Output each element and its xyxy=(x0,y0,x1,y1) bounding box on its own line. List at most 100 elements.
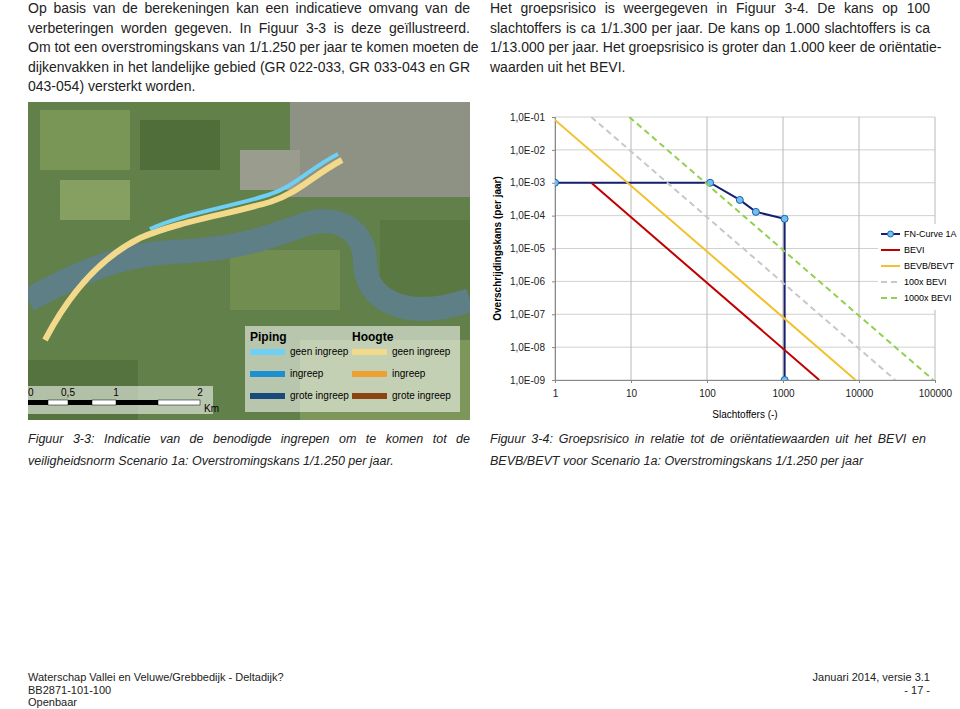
legend-line xyxy=(881,297,900,299)
legend-label: grote ingreep xyxy=(392,390,451,401)
caption-line: BEVB/BEVT voor Scenario 1a: Overstroming… xyxy=(490,454,926,468)
series-marker xyxy=(752,208,759,215)
paragraph-line: 1/13.000 per jaar. Het groepsrisico is g… xyxy=(490,39,930,55)
grid-line xyxy=(555,149,935,150)
series-marker xyxy=(736,196,743,203)
paragraph-line: verbeteringen worden gegeven. In Figuur … xyxy=(28,20,470,36)
paragraph-line: waarden uit het BEVI. xyxy=(490,59,930,75)
legend-swatch xyxy=(352,371,387,377)
footer-text: BB2871-101-100 xyxy=(28,684,111,696)
y-axis-title: Overschrijdingskans (per jaar) xyxy=(492,176,503,321)
series-line xyxy=(591,183,819,380)
x-tick-mark xyxy=(631,380,632,383)
footer-text: - 17 - xyxy=(904,684,930,696)
grid-line xyxy=(859,117,860,380)
legend-line xyxy=(881,281,900,283)
legend-background xyxy=(878,224,958,310)
footer-text: Januari 2014, versie 3.1 xyxy=(813,671,930,683)
y-tick-label: 1,0E-01 xyxy=(510,112,545,123)
paragraph-line: Het groepsrisico is weergegeven in Figuu… xyxy=(490,0,930,16)
series-line xyxy=(555,183,785,380)
scale-label: 1 xyxy=(113,387,119,398)
y-tick-label: 1,0E-06 xyxy=(510,276,545,287)
legend-heading: Hoogte xyxy=(352,330,394,344)
legend-label: 100x BEVI xyxy=(904,277,947,287)
x-tick-mark xyxy=(783,380,784,383)
x-tick-mark xyxy=(707,380,708,383)
y-tick-label: 1,0E-02 xyxy=(510,145,545,156)
y-tick: 1,0E-05 xyxy=(510,243,555,254)
y-tick: 1,0E-08 xyxy=(510,342,555,353)
legend: FN-Curve 1ABEVIBEVB/BEVT100x BEVI1000x B… xyxy=(878,224,958,310)
y-axis: 1,0E-01 1,0E-02 1,0E-03 1,0E-04 1,0E-05 1,0E-… xyxy=(510,112,556,386)
scale-segment xyxy=(48,400,68,405)
y-tick-mark xyxy=(552,347,555,348)
y-tick-mark xyxy=(552,117,555,118)
caption-line: Figuur 3-3: Indicatie van de benodigde i… xyxy=(28,432,470,446)
footer-text: Waterschap Vallei en Veluwe/Grebbedijk -… xyxy=(28,671,284,683)
legend-label: ingreep xyxy=(392,368,426,379)
legend-label: 1000x BEVI xyxy=(904,293,952,303)
x-tick-label: 1000 xyxy=(772,388,795,399)
field xyxy=(230,250,340,310)
paragraph-line: dijkenvakken in het landelijke gebied (G… xyxy=(28,59,470,75)
x-tick: 100000 xyxy=(919,380,953,399)
y-tick: 1,0E-03 xyxy=(510,177,555,188)
legend-line xyxy=(881,249,900,251)
series-marker xyxy=(781,377,788,381)
scale-segment xyxy=(68,400,92,405)
x-axis: 110100100010000100000 xyxy=(553,380,953,399)
map-background xyxy=(28,102,470,420)
grid-line xyxy=(631,117,632,380)
series-marker xyxy=(781,215,788,222)
series-marker xyxy=(555,179,559,186)
y-tick: 1,0E-07 xyxy=(510,309,555,320)
legend-heading: Piping xyxy=(250,330,287,344)
grid-line xyxy=(555,117,935,118)
x-tick: 10 xyxy=(626,380,638,399)
y-tick-label: 1,0E-09 xyxy=(510,375,545,386)
x-tick-label: 10 xyxy=(626,388,638,399)
dike-piping xyxy=(150,154,338,229)
scale-segment xyxy=(28,400,48,405)
x-axis-line xyxy=(556,381,936,384)
y-tick-mark xyxy=(552,216,555,217)
scale-segment xyxy=(158,400,200,405)
legend-label: BEVB/BEVT xyxy=(904,261,955,271)
y-tick-label: 1,0E-08 xyxy=(510,342,545,353)
y-tick: 1,0E-01 xyxy=(510,112,555,123)
field xyxy=(140,120,220,170)
legend-swatch xyxy=(250,393,285,399)
legend-label: ingreep xyxy=(290,368,324,379)
scale-label: 0 xyxy=(28,387,34,398)
x-axis-title: Slachtoffers (-) xyxy=(712,409,777,420)
legend-label: geen ingreep xyxy=(290,346,349,357)
scale-label: 0,5 xyxy=(61,387,75,398)
legend-marker xyxy=(888,231,894,237)
caption-line: Figuur 3-4: Groepsrisico in relatie tot … xyxy=(490,432,926,446)
x-tick: 1 xyxy=(553,380,559,399)
chart: 1,0E-01 1,0E-02 1,0E-03 1,0E-04 1,0E-05 1,0E-… xyxy=(492,112,958,420)
scale-segment xyxy=(116,400,158,405)
paragraph-line: Op basis van de berekeningen kan een ind… xyxy=(28,0,470,16)
x-tick-label: 1 xyxy=(553,388,559,399)
y-tick-mark xyxy=(552,314,555,315)
y-tick-mark xyxy=(552,150,555,151)
scale-segment xyxy=(92,400,116,405)
y-tick-label: 1,0E-03 xyxy=(510,177,545,188)
page-graphics: PipingHoogtegeen ingreepgeen ingreepingr… xyxy=(0,0,960,709)
y-tick: 1,0E-04 xyxy=(510,210,555,221)
dike-height xyxy=(45,160,342,340)
legend-swatch xyxy=(250,371,285,377)
river xyxy=(28,221,470,308)
y-tick-label: 1,0E-05 xyxy=(510,243,545,254)
urban-area xyxy=(290,102,470,197)
legend-label: FN-Curve 1A xyxy=(904,229,957,239)
grid-line xyxy=(555,347,935,348)
y-axis-line xyxy=(552,118,556,381)
scale-unit: Km xyxy=(204,403,219,414)
legend-label: geen ingreep xyxy=(392,346,451,357)
paragraph-line: Om tot een overstromingskans van 1/1.250… xyxy=(28,39,470,55)
legend-line xyxy=(881,265,900,267)
y-tick: 1,0E-09 xyxy=(510,375,555,386)
